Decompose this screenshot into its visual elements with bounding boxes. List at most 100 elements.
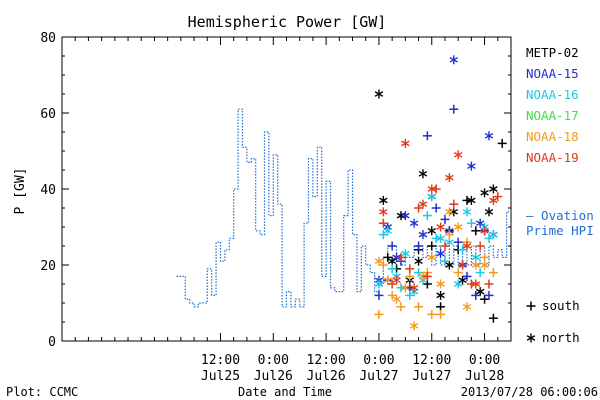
data-point-noaa-19-north [471,279,481,289]
star-stroke [475,288,485,295]
y-axis-label: P [GW] [13,168,28,215]
data-point-metp-02-south [427,241,437,251]
data-point-noaa-19-north [453,150,463,160]
footer-timestamp: 2013/07/28 06:00:06 [461,385,598,399]
data-point-noaa-19-south [458,260,468,270]
data-point-noaa-15-south [414,241,424,251]
star-stroke [436,224,445,230]
data-point-noaa-19-south [431,184,441,194]
data-point-metp-02-north [379,195,388,205]
data-point-noaa-15-south [484,290,494,300]
star-stroke [387,258,397,265]
data-point-metp-02-north [480,188,489,198]
data-point-noaa-16-north [445,237,454,247]
data-point-noaa-18-north [401,283,410,293]
data-point-noaa-18-south [488,268,498,278]
data-point-noaa-16-north [374,279,384,289]
data-point-noaa-15-south [387,241,397,251]
star-stroke [418,231,428,238]
data-point-noaa-19-south [475,241,485,251]
data-point-metp-02-north [475,287,485,297]
ovation-step-line [176,108,511,308]
data-point-noaa-15-north [409,218,419,228]
data-point-noaa-16-north [453,279,463,289]
data-point-noaa-16-north [401,249,410,259]
data-point-metp-02-north [445,260,454,270]
data-point-noaa-19-north [379,207,388,217]
data-point-noaa-16-north [489,230,498,240]
data-point-noaa-18-south [405,271,415,281]
star-stroke [471,254,481,261]
star-stroke [436,281,445,287]
x-tick-date-label: Jul27 [412,369,451,384]
data-point-noaa-16-south [475,268,485,278]
data-point-noaa-18-north [480,260,489,270]
data-point-metp-02-north [436,290,445,300]
star-stroke [427,186,437,192]
data-point-noaa-16-south [378,230,388,240]
data-point-noaa-15-south [431,203,441,213]
star-stroke [453,224,463,230]
data-point-noaa-19-north [480,226,489,236]
data-point-noaa-19-south [440,241,450,251]
star-stroke [458,277,467,284]
data-point-noaa-16-south [440,256,450,266]
star-stroke [445,239,454,246]
data-point-noaa-18-north [409,321,419,331]
data-point-noaa-18-north [445,207,454,217]
data-point-metp-02-south [480,294,490,304]
data-point-noaa-16-north [436,233,445,243]
star-stroke [484,208,494,215]
data-point-noaa-19-south [449,199,459,209]
star-stroke [409,322,419,329]
star-stroke [401,140,410,147]
data-point-noaa-18-north [392,294,401,304]
data-point-metp-02-south [488,313,498,323]
chart-title: Hemispheric Power [GW] [188,13,387,31]
data-point-metp-02-south [497,138,507,148]
data-point-noaa-16-north [462,207,472,217]
data-point-noaa-19-south [414,203,424,213]
legend-item-noaa-19: NOAA-19 [526,150,579,165]
data-point-noaa-16-north [471,252,481,262]
legend-ovation-label: — Ovation [526,208,594,223]
data-point-noaa-18-north [462,302,472,312]
data-point-noaa-16-south [387,264,397,274]
data-point-noaa-18-north [427,252,437,262]
legend-north-symbol [526,333,536,343]
legend-item-noaa-17: NOAA-17 [526,108,579,123]
data-point-noaa-18-north [471,260,481,270]
data-point-metp-02-north [387,256,397,266]
data-point-noaa-15-south [422,131,432,141]
data-point-metp-02-north [374,89,384,99]
legend-item-metp-02: METP-02 [526,45,579,60]
data-point-noaa-18-north [374,256,384,266]
data-point-noaa-15-south [405,283,415,293]
data-point-metp-02-north [414,256,423,266]
star-stroke [427,193,437,200]
legend-south-label: south [542,298,580,313]
star-stroke [467,163,476,170]
star-stroke [445,262,454,268]
data-point-noaa-18-north [383,275,392,285]
x-tick-date-label: Jul26 [307,369,346,384]
data-point-noaa-19-north [392,275,401,285]
data-point-noaa-19-north [462,241,472,251]
legend-item-noaa-18: NOAA-18 [526,129,579,144]
star-stroke [374,281,384,287]
star-stroke [436,292,445,299]
data-point-noaa-15-north [475,218,485,228]
star-stroke [379,208,388,215]
data-point-noaa-18-south [374,309,384,319]
data-point-noaa-18-south [387,290,397,300]
footer-axis-title: Date and Time [238,385,332,399]
star-stroke [445,208,454,215]
data-point-noaa-16-south [422,211,432,221]
star-stroke [489,186,498,192]
star-stroke [489,197,498,204]
data-point-noaa-18-south [378,260,388,270]
data-point-metp-02-north [458,275,467,285]
star-stroke [445,174,454,181]
star-stroke [374,91,384,97]
data-point-noaa-19-south [484,279,494,289]
